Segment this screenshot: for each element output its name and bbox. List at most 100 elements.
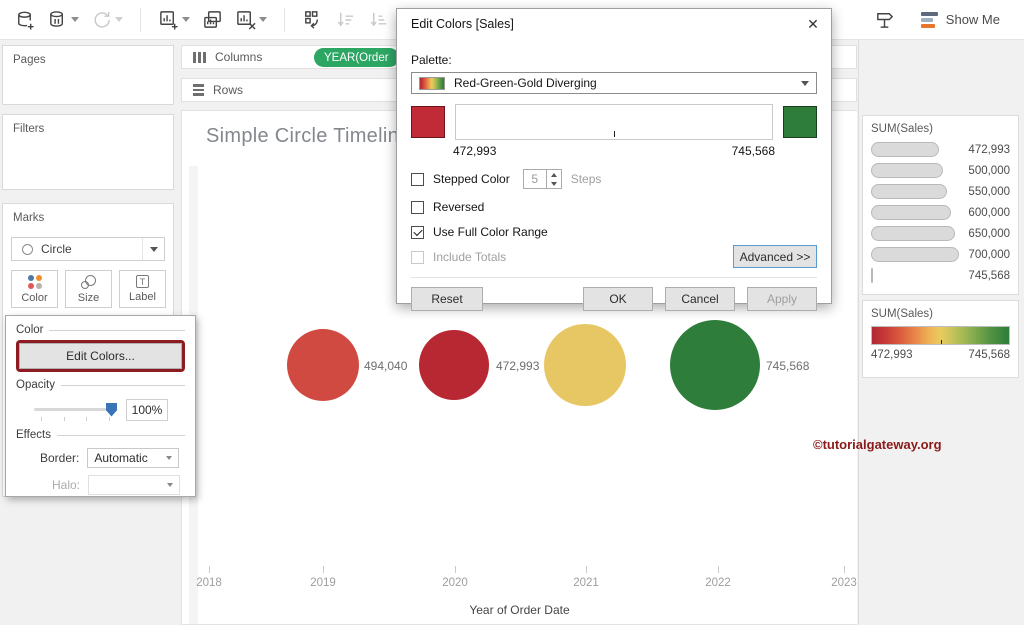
gradient-center-tick — [614, 131, 615, 137]
size-value: 550,000 — [968, 185, 1010, 198]
size-legend-item[interactable]: 745,568 — [863, 265, 1018, 286]
color-popup: Color Edit Colors... Opacity 100% Effect… — [5, 315, 196, 497]
data-point-label: 494,040 — [364, 359, 408, 373]
size-pill — [871, 205, 951, 220]
ok-button[interactable]: OK — [583, 287, 653, 311]
palette-preview-icon — [419, 76, 445, 90]
size-value: 500,000 — [968, 164, 1010, 177]
color-icon — [27, 274, 42, 289]
columns-label: Columns — [215, 50, 263, 64]
size-legend-card: SUM(Sales) 472,993 500,000 550,000 600,0… — [862, 115, 1019, 295]
refresh-icon[interactable] — [87, 6, 127, 34]
stepped-color-checkbox[interactable] — [411, 172, 424, 186]
mark-type-dropdown[interactable]: Circle — [11, 237, 165, 261]
panel-divider — [858, 40, 859, 625]
spinner-down-icon[interactable] — [550, 181, 557, 186]
filters-label: Filters — [13, 123, 45, 135]
halo-dropdown[interactable] — [88, 475, 181, 495]
size-legend-item[interactable]: 600,000 — [863, 202, 1018, 223]
size-legend-item[interactable]: 700,000 — [863, 244, 1018, 265]
circle-mark-icon — [22, 243, 33, 255]
pages-shelf[interactable]: Pages — [2, 45, 174, 105]
data-point-2021[interactable] — [544, 324, 626, 406]
size-value: 600,000 — [968, 206, 1010, 219]
dropdown-caret-icon[interactable] — [115, 17, 123, 22]
dialog-title: Edit Colors [Sales] — [411, 17, 514, 31]
mark-type-caret[interactable] — [142, 238, 164, 260]
size-legend-item[interactable]: 500,000 — [863, 160, 1018, 181]
steps-spinner[interactable]: 5 — [522, 169, 562, 189]
columns-pill-year-order-date[interactable]: YEAR(Order — [314, 48, 399, 67]
gradient-center-tick — [940, 340, 942, 344]
label-button[interactable]: Label — [119, 270, 166, 308]
end-color-swatch[interactable] — [783, 106, 817, 138]
data-point-2019[interactable] — [287, 329, 359, 401]
size-value: 650,000 — [968, 227, 1010, 240]
size-pill — [871, 247, 959, 262]
spinner-up-icon[interactable] — [550, 172, 557, 177]
color-button[interactable]: Color — [11, 270, 58, 308]
sort-ascending-icon[interactable] — [331, 6, 360, 34]
data-point-label: 745,568 — [766, 359, 810, 373]
cancel-button[interactable]: Cancel — [665, 287, 735, 311]
start-color-swatch[interactable] — [411, 106, 445, 138]
label-button-label: Label — [129, 291, 156, 303]
palette-dropdown[interactable]: Red-Green-Gold Diverging — [411, 72, 817, 94]
opacity-value[interactable]: 100% — [126, 399, 168, 421]
new-worksheet-icon[interactable] — [154, 6, 194, 34]
size-legend-item[interactable]: 472,993 — [863, 139, 1018, 160]
size-button-label: Size — [77, 291, 100, 304]
reversed-label: Reversed — [433, 200, 485, 214]
border-value: Automatic — [94, 451, 148, 465]
advanced-button[interactable]: Advanced >> — [733, 245, 817, 268]
apply-button[interactable]: Apply — [747, 287, 817, 311]
palette-label: Palette: — [411, 53, 452, 67]
chevron-down-icon — [801, 80, 809, 86]
gradient-bar[interactable] — [455, 104, 773, 140]
toolbar-separator — [284, 7, 285, 32]
size-legend-item[interactable]: 650,000 — [863, 223, 1018, 244]
color-legend-card: SUM(Sales) 472,993 745,568 — [862, 300, 1019, 378]
dropdown-caret-icon[interactable] — [71, 17, 79, 22]
filters-shelf[interactable]: Filters — [2, 114, 174, 190]
full-color-range-checkbox[interactable] — [411, 225, 424, 239]
data-point-2022[interactable] — [670, 320, 760, 410]
clear-sheet-icon[interactable] — [231, 6, 271, 34]
axis-tick-label: 2023 — [831, 577, 857, 589]
border-dropdown[interactable]: Automatic — [87, 448, 180, 468]
axis-tick — [718, 566, 719, 573]
add-data-icon[interactable] — [10, 6, 39, 34]
presentation-mode-icon[interactable] — [870, 6, 899, 34]
reset-button[interactable]: Reset — [411, 287, 483, 311]
mark-type-value: Circle — [41, 242, 72, 256]
label-icon — [136, 275, 149, 288]
data-point-2020[interactable] — [419, 330, 489, 400]
axis-tick-label: 2020 — [442, 577, 468, 589]
show-me-button[interactable]: Show Me — [920, 11, 1000, 28]
reversed-checkbox[interactable] — [411, 200, 424, 214]
opacity-slider[interactable] — [34, 400, 117, 421]
sort-descending-icon[interactable] — [364, 6, 393, 34]
size-legend-item[interactable]: 550,000 — [863, 181, 1018, 202]
slider-track — [34, 407, 116, 411]
edit-colors-button[interactable]: Edit Colors... — [19, 343, 182, 369]
slider-handle[interactable] — [106, 402, 117, 417]
color-legend-max: 745,568 — [968, 349, 1010, 361]
pause-updates-icon[interactable] — [43, 6, 83, 34]
size-button[interactable]: Size — [65, 270, 112, 308]
close-icon[interactable]: ✕ — [807, 15, 819, 32]
rows-label: Rows — [213, 83, 244, 97]
color-legend-gradient[interactable] — [871, 326, 1010, 345]
stepped-color-label: Stepped Color — [433, 172, 510, 186]
duplicate-sheet-icon[interactable] — [198, 6, 227, 34]
size-value: 745,568 — [968, 269, 1010, 282]
swap-rows-columns-icon[interactable] — [298, 6, 327, 34]
dropdown-caret-icon[interactable] — [182, 17, 190, 22]
dialog-titlebar[interactable]: Edit Colors [Sales] ✕ — [397, 9, 831, 39]
toolbar-separator — [140, 7, 141, 32]
dropdown-caret-icon[interactable] — [259, 17, 267, 22]
axis-tick-label: 2018 — [196, 577, 222, 589]
size-value: 700,000 — [968, 248, 1010, 261]
steps-value: 5 — [531, 172, 539, 186]
